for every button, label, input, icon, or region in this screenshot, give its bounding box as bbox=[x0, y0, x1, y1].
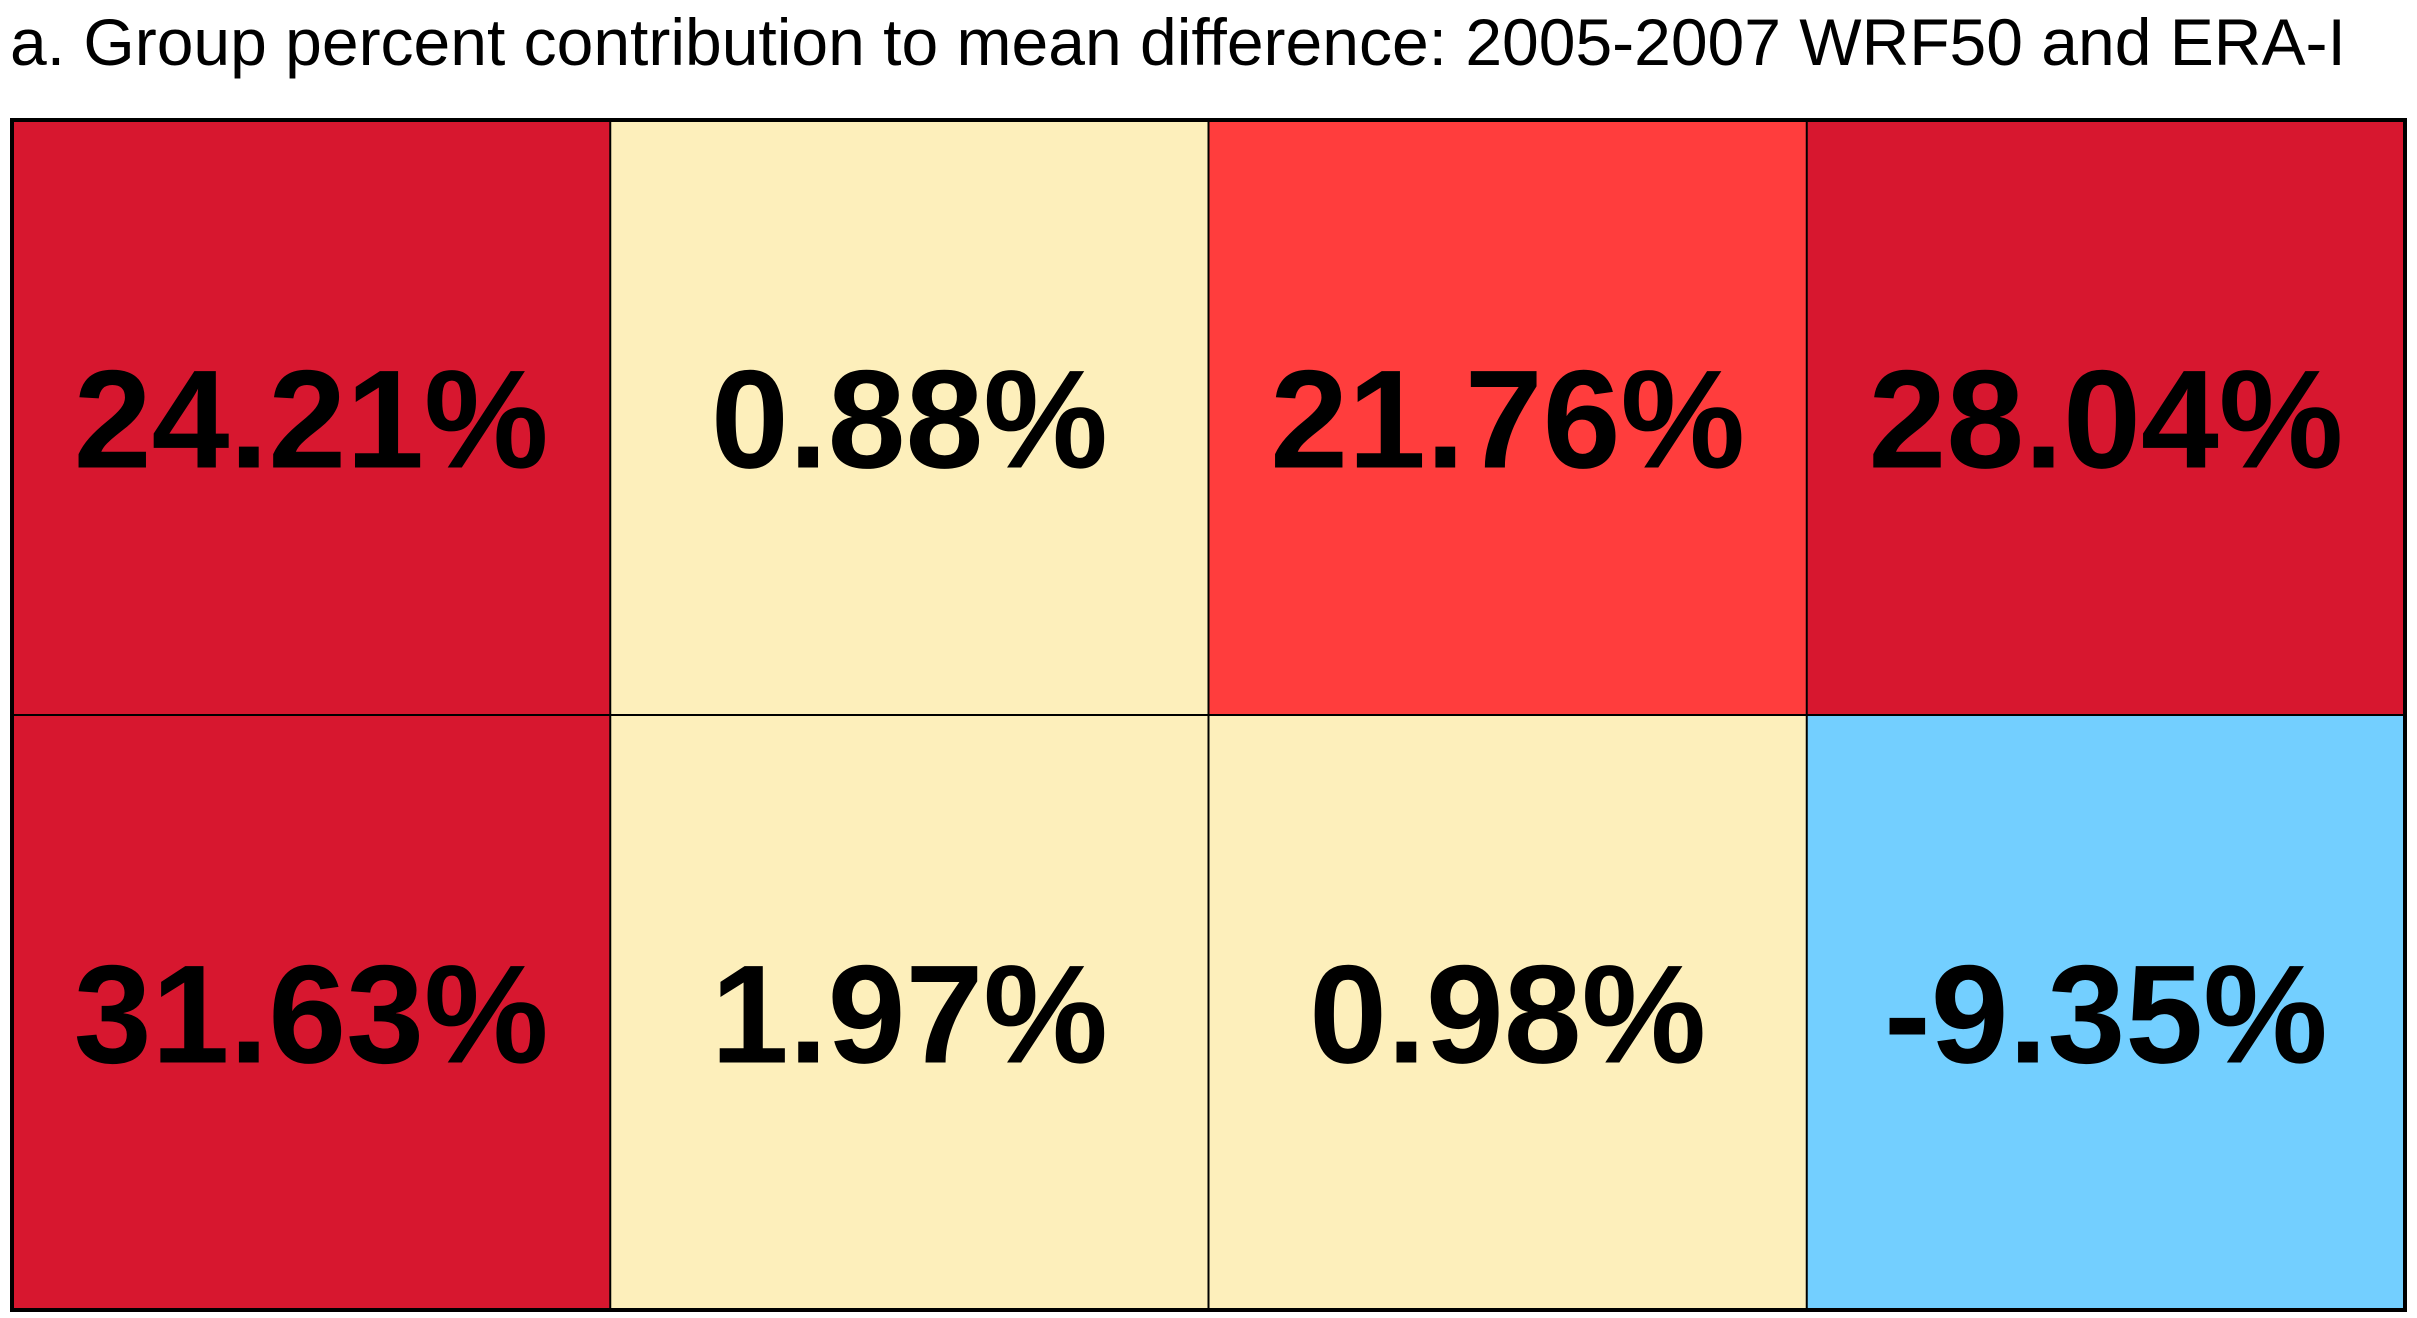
heatmap-cell-r2-c3 bbox=[1208, 715, 1807, 1310]
heatmap-cell-r1-c4 bbox=[1806, 120, 2405, 715]
cell-value-label-r1-c4: 28.04% bbox=[1868, 341, 2343, 498]
cell-value-label-r2-c4: -9.35% bbox=[1884, 936, 2328, 1093]
heatmap-cell-r2-c4 bbox=[1806, 715, 2405, 1310]
heatmap-cell-r1-c3 bbox=[1208, 120, 1807, 715]
cell-value-label-r2-c2: 1.97% bbox=[711, 936, 1108, 1093]
cell-value-label-r2-c1: 31.63% bbox=[74, 936, 549, 1093]
heatmap-grid bbox=[10, 118, 2407, 1312]
cell-value-label-r2-c3: 0.98% bbox=[1309, 936, 1706, 1093]
heatmap-cell-r1-c2 bbox=[610, 120, 1209, 715]
heatmap-cells bbox=[12, 120, 2405, 1310]
heatmap-cell-r2-c2 bbox=[610, 715, 1209, 1310]
cell-value-label-r1-c3: 21.76% bbox=[1270, 341, 1745, 498]
heatmap-border bbox=[10, 118, 2407, 1312]
cell-value-label-r1-c2: 0.88% bbox=[711, 341, 1108, 498]
heatmap-cell-r2-c1 bbox=[12, 715, 611, 1310]
heatmap-cell-r1-c1 bbox=[12, 120, 611, 715]
heatmap-labels: 24.21% 0.88% 21.76% 28.04% 31.63% 1.97% 0.98% -… bbox=[74, 341, 2344, 1093]
cell-value-label-r1-c1: 24.21% bbox=[74, 341, 549, 498]
chart-title: a. Group percent contribution to mean di… bbox=[10, 5, 2346, 79]
